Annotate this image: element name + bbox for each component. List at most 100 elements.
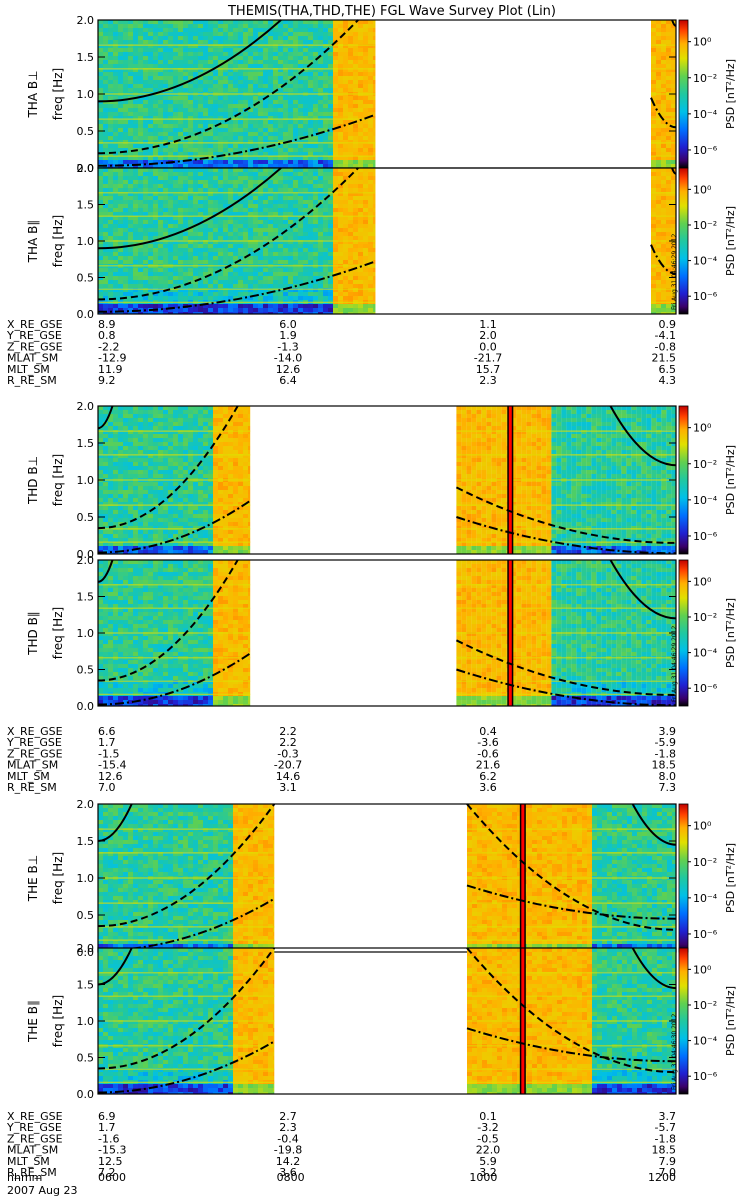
curve-dash-dot — [97, 1040, 275, 1094]
ephemeris-value: 3.7 — [659, 1110, 677, 1123]
model-curves — [97, 405, 677, 555]
ephemeris-value: -1.3 — [277, 340, 298, 353]
colorbar-tick-label: 10⁻⁴ — [693, 255, 718, 268]
freq-tick-label: 2.0 — [77, 798, 95, 811]
ephemeris-value: -1.6 — [98, 1132, 119, 1145]
ephemeris-value: 12.6 — [276, 363, 301, 376]
ephemeris-value: 7.3 — [659, 781, 677, 794]
freq-tick-label: 1.0 — [77, 1015, 95, 1028]
date-label: 2007 Aug 23 — [7, 1184, 77, 1197]
panel-the-perp: 0.0 0.5 1.0 1.5 2.0 THE B⊥ freq [Hz] 10⁰ 10⁻² 10⁻… — [26, 798, 737, 959]
colorbar-tick-label: 10⁻⁶ — [693, 682, 718, 695]
freq-tick-label: 0.5 — [77, 664, 95, 677]
ephemeris-value: -4.1 — [655, 329, 676, 342]
freq-tick-label: 0.5 — [77, 909, 95, 922]
freq-axis-label: freq [Hz] — [51, 454, 65, 506]
figure-title: THEMIS(THA,THD,THE) FGL Wave Survey Plot… — [227, 4, 556, 19]
freq-axis: 0.0 0.5 1.0 1.5 2.0 — [77, 554, 676, 713]
ephemeris-label: X_RE_GSE — [7, 318, 63, 331]
ephemeris-value: 9.2 — [98, 374, 116, 387]
ephemeris-value: -0.4 — [277, 1132, 298, 1145]
colorbar-gradient — [678, 167, 689, 315]
ephemeris-label: MLAT_SM — [7, 352, 58, 365]
freq-tick-label: 1.5 — [77, 591, 95, 604]
freq-tick-label: 0.0 — [77, 308, 95, 321]
ephemeris-value: -3.2 — [477, 1121, 498, 1134]
spectrogram-cells — [98, 804, 677, 952]
colorbar-tick-label: 10⁻² — [693, 999, 717, 1012]
ephemeris-value: 1.1 — [479, 318, 497, 331]
ephemeris-value: -2.2 — [98, 340, 119, 353]
colorbar: 10⁰ 10⁻² 10⁻⁴ 10⁻⁶ PSD [nT²/Hz] — [678, 19, 737, 169]
panel-thd-perp: 0.0 0.5 1.0 1.5 2.0 THD B⊥ freq [Hz] 10⁰ 10⁻² 10⁻… — [26, 400, 737, 561]
curve-dashed — [97, 947, 276, 1070]
panel-the-par: 0.0 0.5 1.0 1.5 2.0 THE B∥ freq [Hz] 10⁰ 10⁻² 10⁻… — [26, 942, 737, 1101]
ephemeris-table: X_RE_GSEY_RE_GSEZ_RE_GSEMLAT_SMMLT_SMR_R… — [6, 725, 676, 794]
colorbar: 10⁰ 10⁻² 10⁻⁴ 10⁻⁶ PSD [nT²/Hz] Fri Aug 31 04… — [671, 947, 737, 1095]
curve-dashed — [97, 559, 239, 682]
freq-tick-label: 0.5 — [77, 511, 95, 524]
ephemeris-value: -3.6 — [477, 736, 498, 749]
ephemeris-value: 3.9 — [659, 725, 677, 738]
ephemeris-value: 6.4 — [279, 374, 297, 387]
ephemeris-value: 1.7 — [98, 736, 116, 749]
ephemeris-value: -0.8 — [655, 340, 676, 353]
ephemeris-value: 7.0 — [98, 781, 116, 794]
freq-axis: 0.0 0.5 1.0 1.5 2.0 — [77, 942, 676, 1101]
spike-red — [508, 560, 512, 706]
ephemeris-value: 0.0 — [479, 340, 497, 353]
colorbar: 10⁰ 10⁻² 10⁻⁴ 10⁻⁶ PSD [nT²/Hz] Fri Aug 31 04… — [671, 167, 737, 315]
ephemeris-value: 2.3 — [479, 374, 497, 387]
curve-dash-dot — [97, 652, 251, 706]
colorbar-tick-label: 10⁻⁶ — [693, 530, 718, 543]
colorbar-tick-label: 10⁰ — [693, 963, 712, 976]
ephemeris-value: 7.0 — [659, 1166, 677, 1179]
curve-solid — [609, 405, 677, 467]
ephemeris-value: -14.0 — [274, 352, 302, 365]
colorbar-tick-label: 10⁻⁶ — [693, 290, 718, 303]
spectrogram-cells — [98, 948, 677, 1094]
curve-dash-dot — [466, 884, 677, 920]
panel-label: THD B⊥ — [26, 456, 40, 505]
ephemeris-value: -0.3 — [277, 747, 298, 760]
curve-dashed — [97, 803, 276, 928]
freq-tick-label: 1.5 — [77, 437, 95, 450]
ephemeris-label: X_RE_GSE — [7, 1110, 63, 1123]
ephemeris-value: 2.0 — [479, 329, 497, 342]
curve-solid — [631, 803, 677, 846]
freq-tick-label: 2.0 — [77, 400, 95, 413]
freq-tick-label: 2.0 — [77, 162, 95, 175]
colorbar-label: PSD [nT²/Hz] — [724, 59, 737, 129]
freq-axis: 0.0 0.5 1.0 1.5 2.0 — [77, 400, 676, 561]
probe-group-the: 0.0 0.5 1.0 1.5 2.0 THE B⊥ freq [Hz] 10⁰ 10⁻² 10⁻… — [6, 798, 737, 1179]
spectrogram-cells — [98, 406, 677, 554]
freq-tick-label: 2.0 — [77, 554, 95, 567]
freq-tick-label: 1.5 — [77, 199, 95, 212]
ephemeris-value: 11.9 — [98, 363, 123, 376]
panel-tha-par: 0.0 0.5 1.0 1.5 2.0 THA B∥ freq [Hz] 10⁰ 10⁻² 10⁻… — [26, 162, 737, 321]
curve-dashed — [466, 803, 677, 931]
colorbar-label: PSD [nT²/Hz] — [724, 445, 737, 515]
ephemeris-value: 6.2 — [479, 770, 497, 783]
ephemeris-value: 7.9 — [659, 1155, 677, 1168]
curve-solid — [631, 947, 677, 990]
freq-tick-label: 1.5 — [77, 835, 95, 848]
freq-tick-label: 1.0 — [77, 235, 95, 248]
probe-group-thd: 0.0 0.5 1.0 1.5 2.0 THD B⊥ freq [Hz] 10⁰ 10⁻² 10⁻… — [6, 400, 737, 794]
colorbar-tick-label: 10⁻² — [693, 219, 717, 232]
ephemeris-value: 6.6 — [98, 725, 116, 738]
freq-tick-label: 1.5 — [77, 51, 95, 64]
freq-tick-label: 0.0 — [77, 946, 95, 959]
curve-dash-dot — [650, 97, 677, 129]
ephemeris-label: Y_RE_GSE — [6, 1121, 62, 1134]
colorbar-tick-label: 10⁻⁶ — [693, 1070, 718, 1083]
ephemeris-value: 2.3 — [279, 1121, 297, 1134]
colorbar-gradient — [678, 803, 689, 953]
ephemeris-value: 0.4 — [479, 725, 497, 738]
colorbar-tick-label: 10⁻⁴ — [693, 647, 718, 660]
ephemeris-value: -21.7 — [474, 352, 502, 365]
panel-tha-perp: 0.0 0.5 1.0 1.5 2.0 THA B⊥ freq [Hz] 10⁰ 10⁻² 10⁻… — [26, 14, 737, 175]
curve-solid — [97, 559, 114, 583]
panel-thd-par: 0.0 0.5 1.0 1.5 2.0 THD B∥ freq [Hz] 10⁰ 10⁻² 10⁻… — [26, 554, 737, 713]
